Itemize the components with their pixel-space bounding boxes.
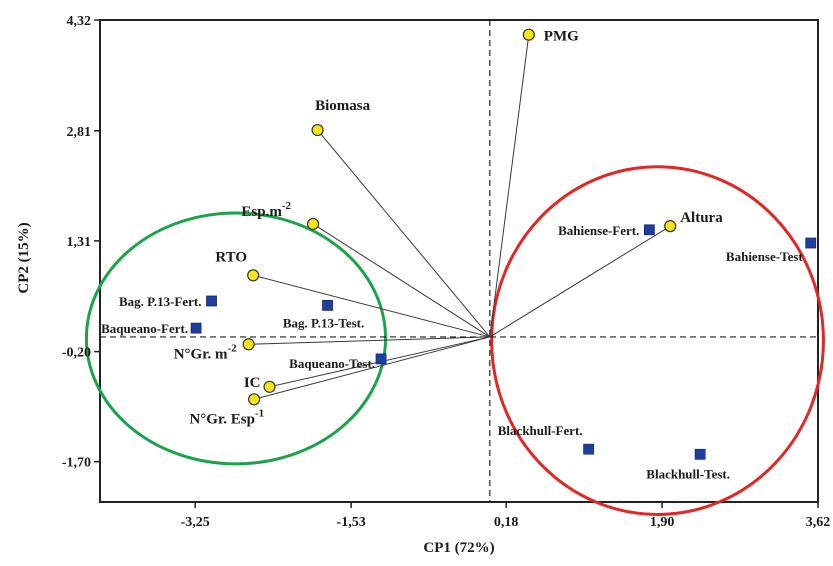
vector-rto	[253, 274, 490, 338]
variable-label-altura: Altura	[680, 210, 723, 226]
variable-label-biomasa: Biomasa	[315, 98, 371, 114]
y-tick-label: 4,32	[67, 14, 92, 29]
x-tick-label: 0,18	[494, 515, 519, 530]
observation-label-baqueano-test: Baqueano-Test.	[289, 356, 375, 371]
variable-label-text: Esp.m	[241, 204, 282, 220]
variable-point-biomasa	[311, 123, 324, 137]
variable-label-text: N°Gr. Esp	[189, 411, 254, 427]
observation-point-baqueano-fert	[190, 322, 202, 334]
vector-n-gr-m-2	[248, 336, 490, 345]
observation-label-baqueano-fert: Baqueano-Fert.	[101, 321, 188, 336]
observation-label-blackhull-fert: Blackhull-Fert.	[498, 423, 583, 438]
y-tick-label: 2,81	[67, 125, 92, 140]
observation-point-bahiense-test	[805, 237, 817, 249]
x-tick-label: 3,62	[806, 515, 831, 530]
y-tick-label: 1,31	[67, 235, 92, 250]
group-ellipse-1	[84, 211, 388, 466]
observation-point-baqueano-test	[375, 353, 387, 365]
x-tick-label: 1,90	[650, 515, 675, 530]
variable-label-text: Biomasa	[315, 98, 371, 114]
observation-label-blackhull-test: Blackhull-Test.	[646, 466, 730, 481]
observation-label-bag-p-13-test: Bag. P.13-Test.	[283, 315, 364, 330]
reference-lines	[100, 20, 818, 502]
variable-point-ic	[263, 380, 276, 393]
observation-point-bag-p-13-test	[322, 299, 333, 311]
variable-point-rto	[247, 269, 260, 282]
y-tick-label: -1,70	[62, 456, 91, 471]
plot-frame	[99, 19, 819, 503]
y-axis-title: CP2 (15%)	[16, 222, 32, 293]
variable-label-text: PMG	[544, 29, 579, 45]
observation-label-bahiense-fert: Bahiense-Fert.	[558, 223, 639, 238]
observation-point-blackhull-test	[694, 448, 706, 460]
observation-label-bag-p-13-fert: Bag. P.13-Fert.	[119, 294, 202, 309]
group-ellipses	[84, 165, 825, 516]
variable-label-ic: IC	[244, 375, 261, 391]
observation-point-bahiense-fert	[643, 224, 655, 236]
vector-n-gr-esp-1	[253, 336, 490, 400]
observation-point-blackhull-fert	[583, 443, 595, 455]
variable-label-text: RTO	[215, 249, 247, 265]
variable-label-rto: RTO	[215, 249, 247, 265]
variable-label-superscript: -2	[228, 342, 238, 354]
axis-ticks: -3,25 -1,53 0,18 1,90 3,62 4,32 2,81 1,31 -0,20 -…	[62, 14, 830, 530]
variable-label-text: N°Gr. m	[174, 346, 228, 362]
x-tick-label: -3,25	[181, 515, 210, 530]
x-tick-label: -1,53	[337, 515, 366, 530]
vector-altura	[489, 225, 671, 338]
variable-point-pmg	[522, 28, 535, 41]
vector-biomasa	[317, 129, 491, 338]
x-axis-title: CP1 (72%)	[423, 540, 494, 556]
vector-pmg	[489, 34, 530, 337]
variable-point-n-gr-m-2	[242, 338, 255, 351]
variable-label-n-gr-m-2: N°Gr. m-2	[174, 342, 237, 362]
group-ellipse-2	[490, 165, 825, 516]
vector-esp-m-2	[312, 223, 491, 338]
variable-label-pmg: PMG	[544, 29, 579, 45]
variable-label-esp-m-2: Esp.m-2	[241, 200, 291, 220]
variable-label-superscript: -2	[282, 200, 292, 212]
variable-label-superscript: -1	[255, 407, 264, 419]
markers	[190, 28, 817, 460]
observation-label-bahiense-test: Bahiense-Test	[726, 249, 803, 264]
y-tick-label: -0,20	[62, 346, 91, 361]
variable-point-n-gr-esp-1	[248, 393, 261, 406]
variable-label-n-gr-esp-1: N°Gr. Esp-1	[189, 407, 264, 427]
variable-point-altura	[664, 220, 677, 233]
variable-label-text: Altura	[680, 210, 723, 226]
observation-point-bag-p-13-fert	[206, 295, 217, 307]
variable-point-esp-m-2	[306, 217, 320, 231]
variable-label-text: IC	[244, 375, 261, 391]
